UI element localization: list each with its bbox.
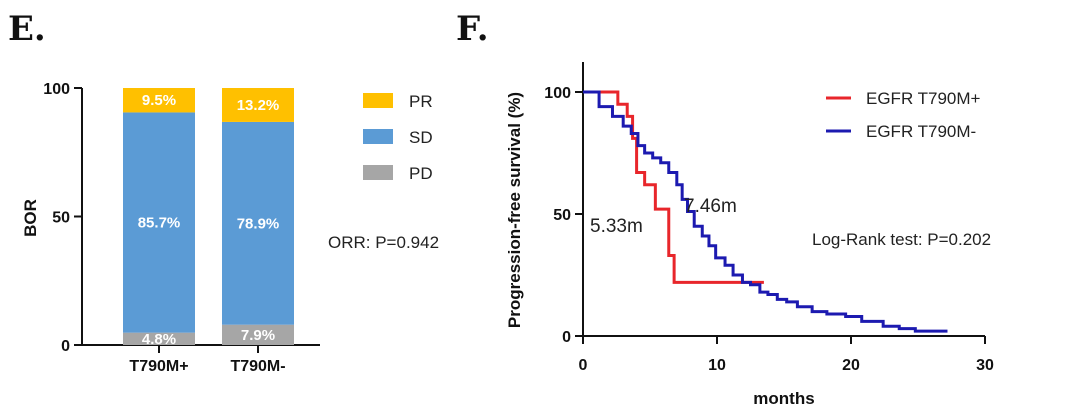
bor-y-tick-label: 100 [43, 81, 70, 98]
pfs-x-axis-title: months [753, 389, 814, 408]
pfs-y-tick-label: 100 [544, 85, 571, 102]
bor-y-axis-title: BOR [21, 199, 40, 237]
bar-value-label: 9.5% [142, 92, 176, 109]
bar-pr-t790m-plus [123, 88, 195, 113]
km-curve-t790m-minus [583, 90, 948, 333]
pfs-y-tick-label: 50 [553, 207, 571, 224]
bor-y-tick-label: 50 [52, 210, 70, 227]
legend-swatch-pr [363, 93, 393, 108]
panel-e-letter: E. [8, 9, 46, 49]
pfs-y-axis-title: Progression-free survival (%) [505, 92, 524, 328]
pfs-x-tick-label: 10 [708, 357, 726, 374]
legend-label-pr: PR [409, 92, 433, 111]
bor-x-tick-label: T790M+ [129, 358, 188, 375]
pfs-x-tick-label: 20 [842, 357, 860, 374]
bar-pd-t790m-plus [123, 332, 195, 345]
legend-label-t790m-minus: EGFR T790M- [866, 122, 976, 141]
median-label-t790m-plus: 5.33m [590, 216, 643, 237]
pfs-y-tick-label: 0 [562, 329, 571, 346]
pfs-x-tick-label: 0 [579, 357, 588, 374]
bar-pr-t790m-minus [222, 88, 294, 122]
bar-sd-t790m-plus [123, 112, 195, 333]
bar-value-label: 13.2% [237, 97, 280, 114]
bar-value-label: 4.8% [142, 331, 176, 348]
bar-sd-t790m-minus [222, 121, 294, 325]
legend-label-t790m-plus: EGFR T790M+ [866, 89, 981, 108]
pfs-km-chart: 0 50 100 0 10 20 30 Progression-free survival… [505, 62, 994, 408]
bar-value-label: 85.7% [138, 215, 181, 232]
orr-p-value: ORR: P=0.942 [328, 233, 439, 252]
log-rank-p-value: Log-Rank test: P=0.202 [812, 230, 991, 249]
bor-x-tick-label: T790M- [230, 358, 285, 375]
legend-label-sd: SD [409, 128, 433, 147]
bar-value-label: 78.9% [237, 215, 280, 232]
panel-f-letter: F. [456, 9, 489, 49]
median-label-t790m-minus: 7.46m [684, 196, 737, 217]
legend-swatch-sd [363, 129, 393, 144]
legend-swatch-pd [363, 165, 393, 180]
km-curve-t790m-plus [583, 90, 764, 284]
bor-stacked-bar-chart: 0 50 100 4.8% 85.7% 9.5% 7.9% 78.9% 13.2% T790M… [21, 81, 439, 375]
pfs-x-tick-label: 30 [976, 357, 994, 374]
bar-value-label: 7.9% [241, 327, 275, 344]
bor-y-tick-label: 0 [61, 338, 70, 355]
legend-label-pd: PD [409, 164, 433, 183]
bar-pd-t790m-minus [222, 324, 294, 345]
